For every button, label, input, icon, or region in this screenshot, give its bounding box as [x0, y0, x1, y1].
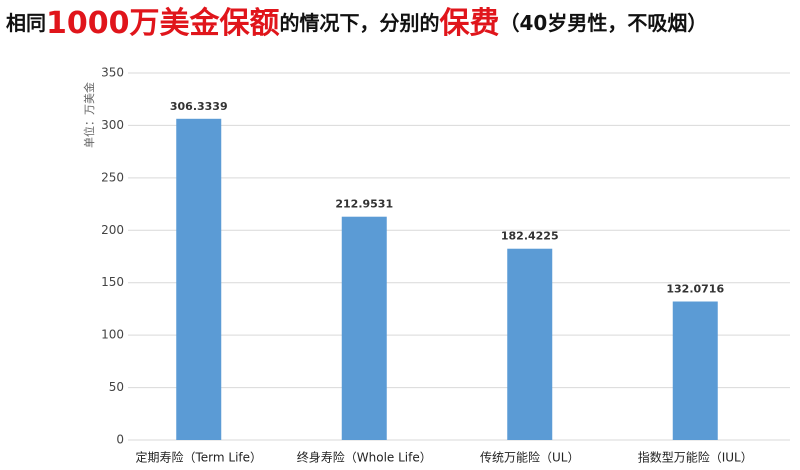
- y-tick-label: 50: [109, 380, 124, 394]
- bar: [341, 216, 387, 440]
- data-label: 212.9531: [335, 198, 393, 211]
- y-tick-label: 300: [101, 118, 124, 132]
- y-tick-label: 350: [101, 66, 124, 80]
- data-label: 182.4225: [501, 230, 559, 243]
- y-tick-label: 200: [101, 223, 124, 237]
- data-label: 132.0716: [666, 283, 724, 296]
- y-tick-label: 250: [101, 170, 124, 184]
- bar: [176, 118, 222, 441]
- title-part: 1000万美金保额: [46, 6, 280, 41]
- y-tick-label: 150: [101, 275, 124, 289]
- data-label: 306.3339: [170, 100, 228, 113]
- x-tick-label: 传统万能险（UL）: [480, 450, 579, 465]
- x-tick-label: 指数型万能险（IUL）: [638, 450, 753, 465]
- y-tick-label: 100: [101, 328, 124, 342]
- y-axis-label: 单位：万美金: [82, 82, 96, 148]
- y-tick-label: 0: [116, 433, 124, 447]
- chart-title: 相同1000万美金保额的情况下，分别的保费（40岁男性，不吸烟）: [6, 6, 707, 41]
- title-part: 保费: [440, 6, 500, 41]
- x-tick-label: 终身寿险（Whole Life）: [297, 450, 432, 465]
- bar: [507, 248, 553, 440]
- bar: [672, 301, 718, 440]
- x-tick-label: 定期寿险（Term Life）: [135, 450, 262, 465]
- title-part: （40岁男性，不吸烟）: [500, 11, 708, 35]
- title-part: 的情况下，分别的: [280, 11, 440, 35]
- title-part: 相同: [6, 11, 46, 35]
